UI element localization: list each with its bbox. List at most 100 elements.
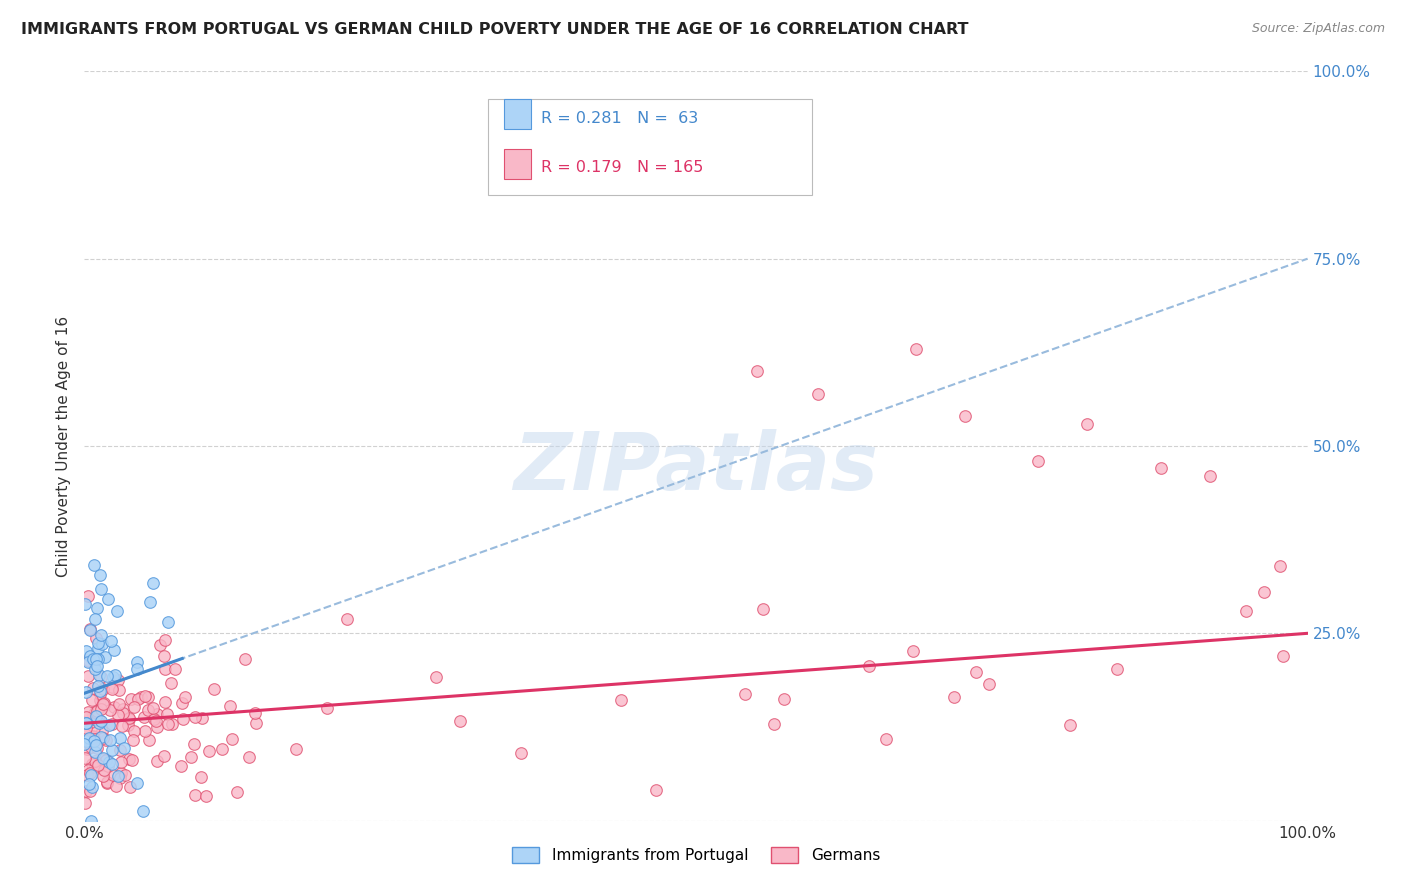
Point	[316, 701, 339, 715]
Point	[163, 662, 186, 676]
Point	[93, 696, 115, 710]
Point	[238, 750, 260, 764]
Point	[76, 706, 98, 720]
Point	[901, 643, 924, 657]
Point	[79, 766, 101, 780]
Point	[89, 687, 111, 701]
Point	[84, 631, 107, 645]
Point	[75, 722, 97, 736]
Point	[77, 654, 100, 668]
Point	[96, 775, 118, 789]
Point	[142, 701, 165, 715]
Point	[75, 784, 97, 798]
Point	[77, 732, 100, 747]
Point	[122, 733, 145, 747]
Point	[84, 738, 107, 752]
Point	[84, 745, 107, 759]
Point	[170, 759, 193, 773]
Point	[107, 707, 129, 722]
Point	[118, 751, 141, 765]
Point	[134, 723, 156, 738]
Bar	[503, 99, 531, 129]
Point	[1059, 718, 1081, 732]
Point	[1253, 585, 1275, 599]
Point	[772, 692, 794, 706]
Point	[110, 765, 132, 780]
Point	[73, 726, 96, 740]
Point	[77, 589, 100, 603]
Point	[943, 690, 966, 705]
Point	[76, 716, 98, 731]
Point	[83, 732, 105, 747]
Point	[73, 737, 96, 751]
Point	[138, 703, 160, 717]
Point	[125, 662, 148, 676]
Point	[108, 697, 131, 711]
Point	[183, 709, 205, 723]
Point	[747, 364, 769, 378]
Point	[752, 601, 775, 615]
Point	[76, 742, 98, 756]
Point	[86, 740, 108, 755]
Point	[183, 737, 205, 751]
Point	[82, 708, 104, 723]
Point	[76, 764, 98, 778]
Point	[108, 743, 131, 757]
Point	[132, 804, 155, 818]
Point	[101, 670, 124, 684]
Point	[127, 691, 149, 706]
Point	[734, 687, 756, 701]
Point	[245, 706, 267, 720]
Point	[245, 716, 267, 731]
Point	[82, 730, 104, 744]
Point	[100, 716, 122, 731]
Point	[93, 650, 115, 665]
Point	[87, 758, 110, 772]
Point	[79, 735, 101, 749]
Point	[111, 719, 134, 733]
Bar	[503, 149, 531, 178]
Point	[97, 718, 120, 732]
Point	[91, 769, 114, 783]
Point	[105, 604, 128, 618]
Point	[173, 690, 195, 705]
Point	[97, 759, 120, 773]
Point	[101, 768, 124, 782]
Point	[86, 659, 108, 673]
Point	[94, 753, 117, 767]
Point	[875, 732, 897, 747]
Point	[73, 750, 96, 764]
Point	[112, 740, 135, 755]
Legend: Immigrants from Portugal, Germans: Immigrants from Portugal, Germans	[506, 841, 886, 869]
Point	[98, 733, 121, 747]
Point	[77, 669, 100, 683]
Point	[108, 682, 131, 697]
Point	[79, 784, 101, 798]
Point	[96, 669, 118, 683]
Point	[156, 717, 179, 731]
Point	[101, 680, 124, 694]
Point	[104, 668, 127, 682]
Point	[172, 712, 194, 726]
Point	[84, 760, 107, 774]
Point	[89, 667, 111, 681]
Point	[509, 746, 531, 760]
Point	[75, 716, 97, 731]
Point	[155, 662, 177, 676]
Point	[145, 714, 167, 728]
Point	[84, 706, 107, 720]
Point	[80, 814, 103, 828]
Point	[858, 659, 880, 673]
Point	[609, 693, 631, 707]
Point	[134, 689, 156, 703]
Point	[87, 716, 110, 731]
Text: R = 0.179   N = 165: R = 0.179 N = 165	[541, 160, 703, 175]
Point	[98, 755, 121, 769]
Point	[87, 713, 110, 727]
Point	[118, 712, 141, 726]
Point	[80, 768, 103, 782]
Text: IMMIGRANTS FROM PORTUGAL VS GERMAN CHILD POVERTY UNDER THE AGE OF 16 CORRELATION: IMMIGRANTS FROM PORTUGAL VS GERMAN CHILD…	[21, 22, 969, 37]
Point	[225, 785, 247, 799]
Point	[87, 636, 110, 650]
Point	[79, 731, 101, 746]
